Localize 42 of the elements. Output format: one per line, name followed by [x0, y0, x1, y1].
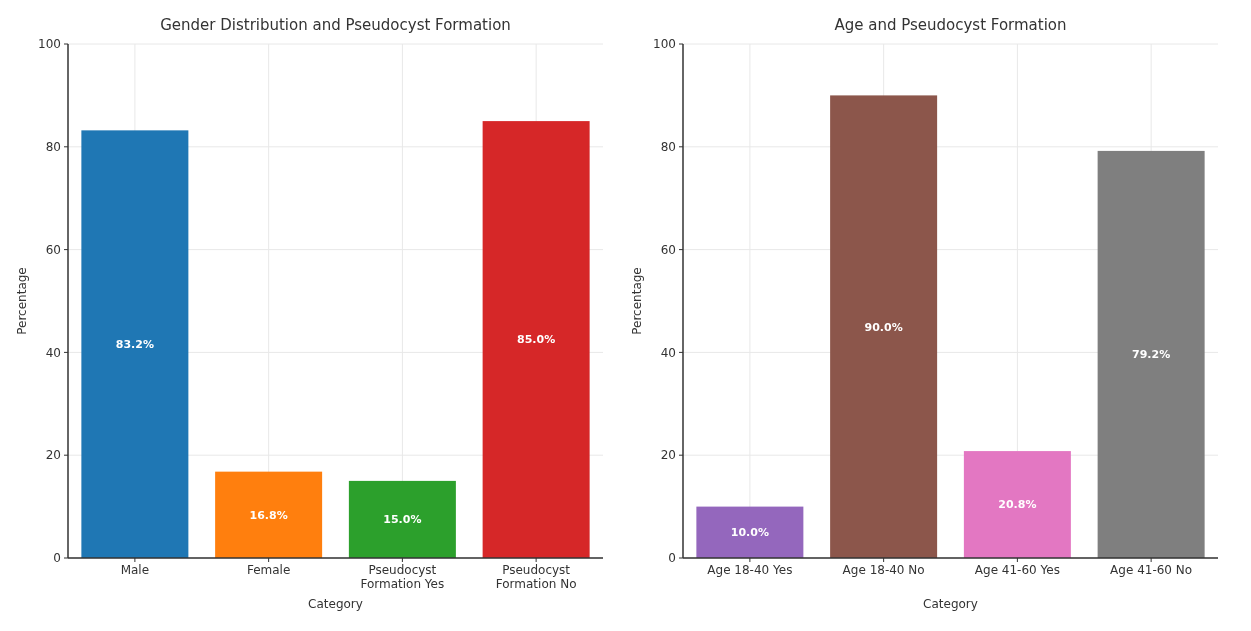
y-tick-label: 100 — [38, 37, 61, 52]
data-label: 16.8% — [249, 508, 288, 522]
x-axis-title: Category — [923, 597, 978, 611]
data-label: 10.0% — [730, 526, 769, 540]
data-label: 79.2% — [1132, 348, 1171, 362]
x-tick-label: Age 18-40 No — [842, 563, 925, 577]
y-tick-label: 80 — [660, 140, 676, 154]
bar — [482, 121, 590, 558]
data-label: 90.0% — [864, 320, 903, 334]
bar — [348, 480, 456, 558]
chart-title: Gender Distribution and Pseudocyst Formation — [160, 16, 511, 34]
data-label: 85.0% — [517, 333, 556, 347]
y-tick-label: 40 — [660, 345, 676, 360]
x-tick-label: Pseudocyst Formation Yes — [360, 563, 445, 591]
y-tick-label: 100 — [653, 37, 676, 52]
bar — [963, 451, 1071, 558]
data-label: 15.0% — [383, 513, 422, 527]
x-tick-label: Male — [120, 563, 150, 577]
data-label: 83.2% — [115, 338, 154, 352]
bar — [81, 130, 189, 558]
bar — [1097, 150, 1205, 558]
y-tick-label: 0 — [53, 551, 61, 566]
y-tick-label: 60 — [660, 242, 676, 257]
y-tick-label: 20 — [660, 448, 676, 463]
y-tick-label: 0 — [668, 551, 676, 566]
bar — [215, 471, 323, 558]
y-axis-title: Percentage — [630, 267, 644, 335]
data-label: 20.8% — [998, 498, 1037, 512]
x-tick-label: Age 18-40 Yes — [707, 563, 793, 577]
bar — [696, 506, 804, 558]
y-tick-label: 80 — [45, 140, 61, 154]
x-tick-label: Pseudocyst Formation No — [495, 563, 577, 591]
x-tick-label: Female — [246, 563, 291, 577]
y-tick-label: 40 — [45, 345, 61, 360]
x-axis-title: Category — [308, 597, 363, 611]
x-tick-label: Age 41-60 No — [1110, 563, 1193, 577]
y-axis-title: Percentage — [15, 267, 29, 335]
chart-title: Age and Pseudocyst Formation — [834, 16, 1067, 34]
bar — [830, 95, 938, 558]
x-tick-label: Age 41-60 Yes — [974, 563, 1060, 577]
y-tick-label: 20 — [45, 448, 61, 463]
y-tick-label: 60 — [45, 242, 61, 257]
